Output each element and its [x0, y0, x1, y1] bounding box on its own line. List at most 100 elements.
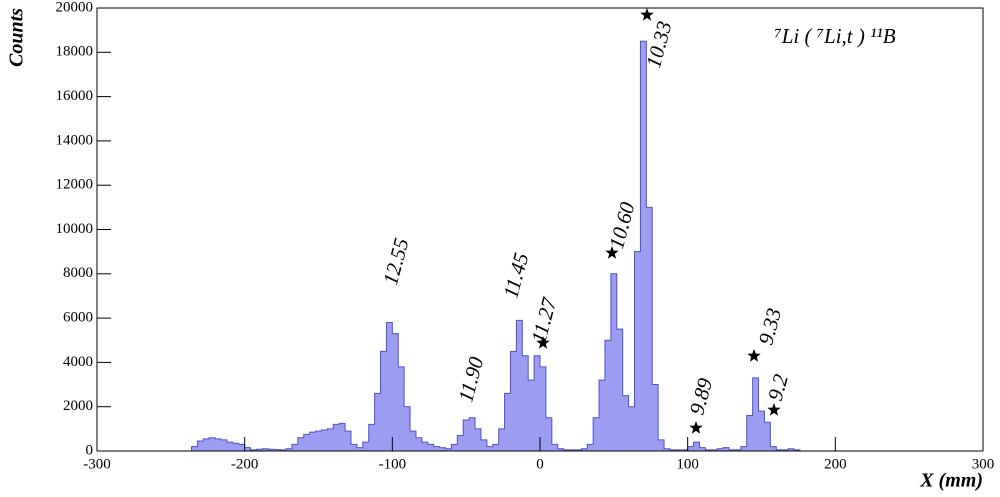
bar — [415, 437, 423, 451]
peak-label: 12.55 — [378, 236, 413, 288]
bar — [534, 355, 541, 451]
bar — [374, 393, 381, 451]
star-marker — [640, 8, 654, 21]
bar — [782, 449, 789, 451]
bar — [764, 422, 771, 451]
bar — [776, 449, 783, 451]
y-tick-label: 4000 — [63, 354, 93, 370]
bar — [327, 428, 334, 451]
peak-label: 10.33 — [641, 19, 676, 71]
histogram — [185, 40, 806, 452]
star-marker — [536, 336, 550, 349]
bar — [610, 273, 618, 451]
bar — [433, 446, 440, 451]
bar — [362, 442, 370, 451]
bar — [368, 424, 375, 451]
bar — [593, 417, 600, 451]
y-tick-label: 6000 — [63, 310, 93, 326]
y-axis-label: Counts — [6, 8, 28, 67]
chart-title: ⁷Li ( ⁷Li,t ) ¹¹B — [774, 24, 895, 48]
bar — [463, 419, 470, 451]
y-tick-label: 20000 — [56, 0, 94, 15]
bar — [770, 446, 777, 451]
bar — [687, 446, 694, 451]
bar — [286, 448, 293, 451]
bar — [262, 448, 269, 451]
bar — [339, 423, 346, 451]
bar — [356, 447, 364, 451]
y-tick-label: 16000 — [56, 88, 94, 104]
x-tick-label: 0 — [536, 456, 544, 472]
bar — [274, 449, 281, 451]
bar — [723, 447, 730, 451]
bar — [321, 429, 328, 451]
bar — [557, 448, 564, 451]
bar — [215, 438, 222, 451]
bar — [197, 441, 204, 451]
bar — [410, 431, 417, 451]
bar — [232, 443, 240, 451]
bar — [203, 438, 210, 451]
star-marker — [689, 421, 703, 434]
bar — [717, 448, 724, 451]
bar — [516, 320, 523, 451]
x-tick-label: 300 — [972, 456, 995, 472]
bar — [705, 449, 712, 451]
bar — [256, 449, 263, 451]
bar — [421, 442, 429, 451]
bar — [492, 444, 499, 451]
bar — [498, 428, 505, 451]
bar — [752, 377, 759, 451]
y-tick-label: 14000 — [56, 132, 94, 148]
star-marker — [767, 403, 781, 416]
star-marker — [747, 349, 761, 362]
bar — [693, 442, 700, 451]
bar — [445, 448, 452, 451]
bar — [563, 449, 570, 451]
bar — [658, 439, 665, 451]
bar — [191, 446, 198, 451]
bar — [734, 449, 742, 451]
bar — [634, 251, 641, 451]
peak-label: 11.90 — [453, 354, 488, 405]
bar — [291, 444, 299, 451]
bar — [427, 444, 434, 451]
y-tick-label: 0 — [86, 442, 94, 458]
bar — [303, 434, 310, 451]
bar — [581, 448, 588, 451]
y-tick-label: 18000 — [56, 44, 94, 60]
bar — [640, 41, 647, 451]
bar — [268, 449, 275, 451]
bar — [250, 449, 257, 451]
bar — [504, 393, 511, 451]
bar — [569, 449, 576, 451]
bar — [729, 449, 736, 451]
bar — [480, 439, 488, 451]
bar — [545, 417, 553, 451]
bar — [457, 435, 464, 451]
y-tick-label: 10000 — [56, 221, 94, 237]
bar — [740, 446, 748, 451]
bar — [486, 446, 494, 451]
bar — [522, 355, 529, 451]
bar — [345, 431, 352, 451]
bar — [469, 417, 476, 451]
bar — [551, 444, 559, 451]
bar — [622, 395, 629, 451]
x-axis-label: X (mm) — [919, 470, 983, 492]
bar — [451, 444, 458, 451]
bar — [681, 449, 688, 451]
y-tick-label: 8000 — [63, 265, 93, 281]
bar — [315, 431, 322, 451]
bar — [386, 322, 393, 451]
bar — [664, 448, 671, 451]
bar — [439, 447, 446, 451]
x-tick-label: 100 — [676, 456, 699, 472]
peak-label: 10.60 — [604, 199, 640, 251]
bar — [209, 437, 216, 451]
bar — [669, 449, 677, 451]
star-marker — [605, 246, 619, 259]
bar — [711, 449, 718, 451]
peak-label: 9.2 — [763, 371, 793, 403]
bar — [587, 444, 594, 451]
